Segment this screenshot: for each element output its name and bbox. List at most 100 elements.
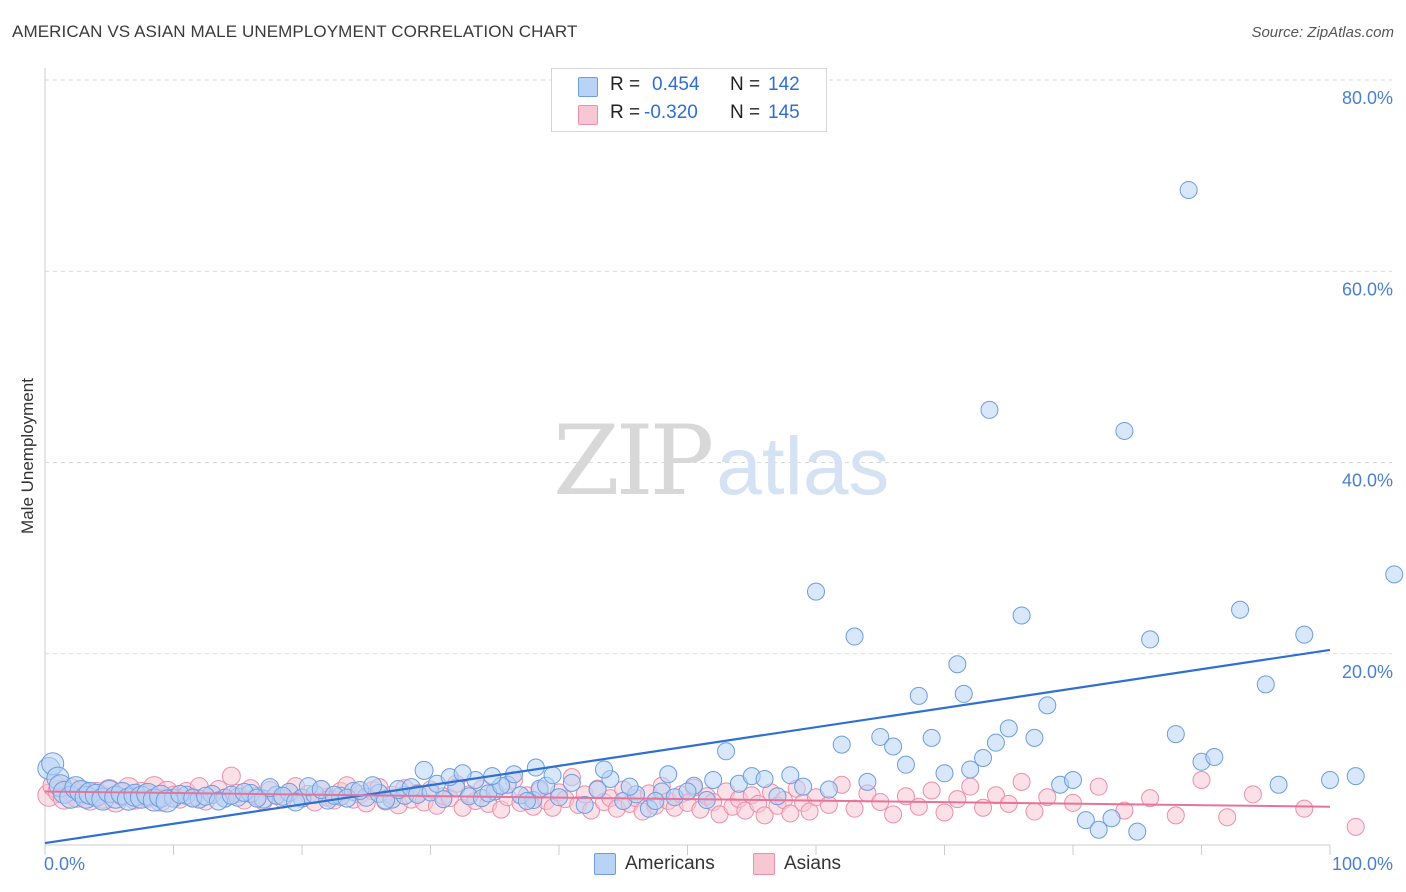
americans-trend-line	[44, 648, 1331, 845]
asians-point	[845, 799, 864, 818]
americans-point	[1256, 675, 1275, 694]
legend-label-asians: Asians	[784, 853, 842, 874]
watermark-atlas: atlas	[716, 421, 890, 512]
axes	[44, 68, 1331, 855]
asians-point	[221, 766, 241, 786]
americans-point	[1166, 725, 1185, 744]
americans-point	[980, 400, 999, 419]
asians-point	[935, 803, 954, 822]
asians-point	[1192, 770, 1211, 789]
americans-point	[986, 733, 1005, 752]
asians-point	[1025, 802, 1044, 821]
asians-point	[896, 787, 915, 806]
asians-point	[1089, 777, 1108, 796]
americans-point	[935, 764, 954, 783]
n-value-americans: 142	[768, 74, 800, 95]
americans-point	[453, 764, 472, 783]
chart-title: AMERICAN VS ASIAN MALE UNEMPLOYMENT CORR…	[12, 22, 578, 41]
americans-point	[954, 684, 973, 703]
americans-point	[884, 737, 903, 756]
americans-point	[646, 792, 665, 811]
americans-point	[948, 655, 967, 674]
asians-point	[1038, 788, 1057, 807]
americans-point	[434, 790, 453, 809]
n-label: N =	[730, 102, 761, 123]
asians-point	[1166, 806, 1185, 825]
americans-point	[1128, 822, 1147, 841]
asians-point	[922, 781, 941, 800]
stats-row-asians: R = -0.320 N = 145	[552, 102, 826, 128]
americans-point	[575, 795, 594, 814]
americans-point	[858, 772, 877, 791]
y-tick-label: 80.0%	[1342, 88, 1393, 108]
asians-point	[884, 805, 903, 824]
americans-point	[1295, 625, 1314, 644]
americans-point	[1205, 748, 1224, 767]
americans-point	[819, 780, 838, 799]
americans-point	[922, 728, 941, 747]
americans-point	[1076, 811, 1095, 830]
asians-point	[1218, 808, 1237, 827]
asians-point	[948, 790, 967, 809]
americans-point	[1038, 696, 1057, 715]
americans-point	[594, 760, 613, 779]
asians-point	[1012, 772, 1031, 791]
americans-legend-swatch	[594, 853, 616, 875]
americans-point	[678, 782, 697, 801]
stats-box: R = 0.454 N = 142 R = -0.320 N = 145	[551, 68, 827, 132]
americans-point	[1089, 820, 1108, 839]
y-tick-label: 60.0%	[1342, 279, 1393, 299]
americans-point	[562, 773, 581, 792]
y-axis-label: Male Unemployment	[18, 378, 37, 534]
americans-point	[1025, 728, 1044, 747]
americans-point	[794, 777, 813, 796]
americans-points	[37, 180, 1404, 841]
x-tick-label: 0.0%	[44, 854, 85, 874]
trend-lines	[44, 648, 1331, 845]
asians-point	[1243, 785, 1262, 804]
americans-point	[543, 766, 562, 785]
asians-point	[961, 777, 980, 796]
asians-swatch	[578, 105, 598, 125]
americans-point	[1385, 565, 1404, 584]
grid-lines	[45, 79, 1392, 655]
watermark: ZIPatlas	[553, 405, 889, 517]
r-value-americans: 0.454	[652, 74, 700, 95]
y-tick-label: 40.0%	[1342, 471, 1393, 491]
americans-point	[1231, 600, 1250, 619]
americans-point	[1179, 180, 1198, 199]
americans-point	[659, 765, 678, 784]
americans-point	[781, 766, 800, 785]
americans-point	[704, 770, 723, 789]
americans-point	[1102, 809, 1121, 828]
americans-point	[1064, 770, 1082, 789]
americans-point	[961, 760, 980, 779]
americans-point	[807, 582, 825, 601]
americans-point	[1012, 606, 1031, 625]
americans-point	[832, 735, 851, 754]
americans-point	[845, 627, 864, 646]
asians-point	[819, 795, 838, 814]
americans-point	[768, 787, 787, 806]
x-tick-label: 100.0%	[1332, 854, 1393, 874]
americans-point	[717, 742, 736, 761]
asians-legend-swatch	[753, 853, 775, 875]
n-label: N =	[730, 74, 761, 95]
stats-row-americans: R = 0.454 N = 142	[552, 74, 826, 100]
americans-point	[620, 777, 639, 796]
americans-point	[909, 686, 928, 705]
americans-point	[1141, 630, 1160, 649]
americans-point	[1115, 421, 1134, 440]
legend-label-americans: Americans	[625, 853, 715, 874]
y-tick-label: 20.0%	[1342, 662, 1393, 682]
americans-point	[999, 719, 1018, 738]
r-label: R =	[610, 102, 641, 123]
americans-point	[896, 755, 915, 774]
asians-point	[1346, 817, 1365, 836]
n-value-asians: 145	[768, 102, 800, 123]
americans-point	[286, 792, 306, 812]
asians-point	[755, 806, 774, 825]
asians-trend-line	[44, 790, 1331, 808]
americans-point	[1321, 770, 1339, 789]
